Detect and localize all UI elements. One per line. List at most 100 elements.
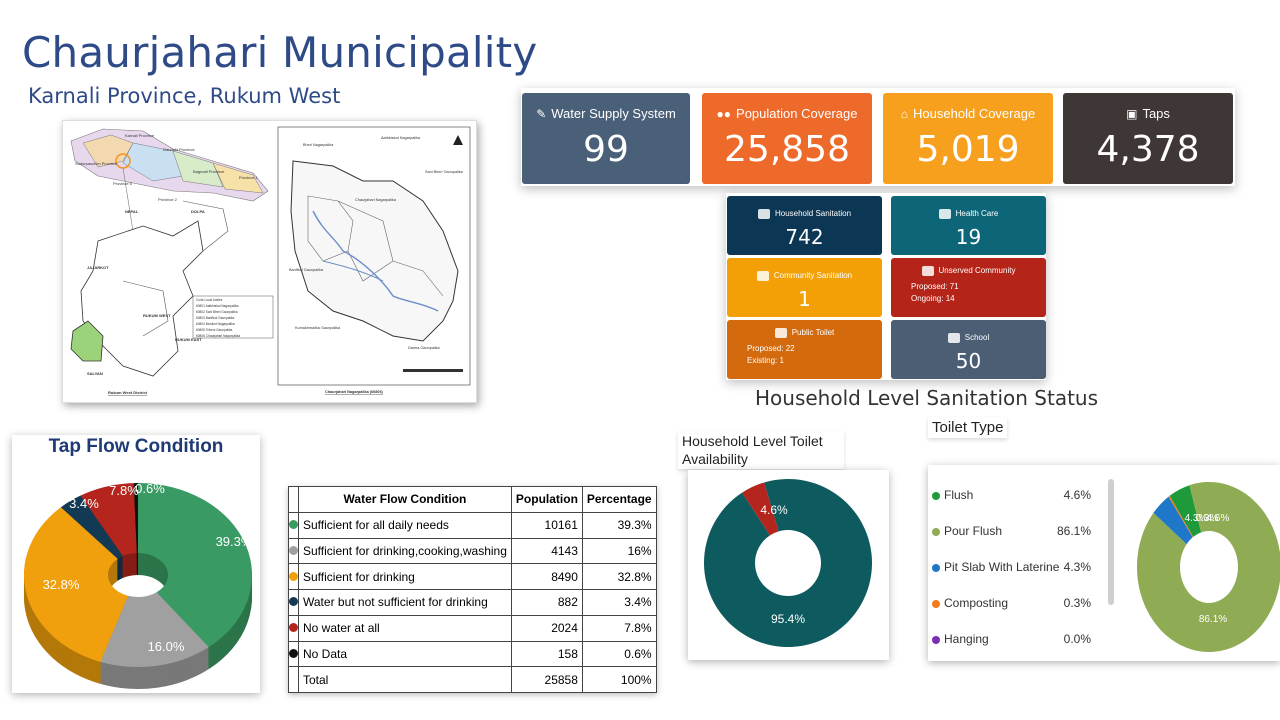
table-total-row: Total 25858 100% [288, 666, 657, 693]
svg-text:Gandaki Province: Gandaki Province [163, 147, 195, 152]
card-label: Unserved Community [938, 266, 1016, 276]
kpi-household[interactable]: ⌂ Household Coverage 5,019 [883, 93, 1053, 184]
card-unserved-community[interactable]: Unserved Community Proposed: 71 Ongoing:… [891, 258, 1046, 317]
data-label: 39.3% [216, 534, 253, 549]
card-value: 19 [955, 225, 982, 249]
slice-5 [133, 483, 138, 554]
table-row: Water but not sufficient for drinking 88… [288, 589, 657, 616]
table-cell-population: 4143 [510, 537, 583, 565]
card-household-sanitation[interactable]: Household Sanitation 742 [727, 196, 882, 255]
svg-text:Kumakhmalika Gaunpalika: Kumakhmalika Gaunpalika [295, 326, 341, 330]
kpi-population[interactable]: ●● Population Coverage 25,858 [702, 93, 872, 184]
toilet-availability-chart: 95.4% 4.6% [704, 479, 872, 647]
tap-flow-panel: Tap Flow Condition 39.3% 16.0% 32.8% 3.4% 7.… [12, 435, 260, 693]
table-row: Sufficient for drinking 8490 32.8% [288, 563, 657, 590]
page-title: Chaurjahari Municipality [22, 28, 538, 77]
svg-text:60805 Tribeni Gaunpalika: 60805 Tribeni Gaunpalika [196, 328, 233, 332]
svg-text:60806 Chaurjahari Nagarpalika: 60806 Chaurjahari Nagarpalika [196, 334, 240, 338]
card-public-toilet[interactable]: Public Toilet Proposed: 22 Existing: 1 [727, 320, 882, 379]
data-label: 4.6% [1207, 513, 1230, 524]
kpi-label: Water Supply System [551, 106, 676, 121]
kpi-label: Taps [1142, 106, 1170, 121]
slice-1 [100, 592, 209, 667]
card-label: School [964, 333, 990, 343]
kpi-taps[interactable]: ▣ Taps 4,378 [1063, 93, 1233, 184]
table-cell-population: 158 [510, 640, 583, 668]
toilet-type-label: Toilet Type [928, 417, 1008, 438]
table-cell-condition: Sufficient for drinking [298, 563, 512, 590]
table-cell-condition: Water but not sufficient for drinking [298, 589, 512, 616]
svg-text:Chaurjahari Nagarpalika: Chaurjahari Nagarpalika [355, 198, 397, 202]
legend-dot [289, 623, 298, 633]
community-sanitation-icon [756, 271, 769, 281]
legend-scrollbar[interactable] [1108, 479, 1114, 605]
card-school[interactable]: School 50 [891, 320, 1046, 379]
svg-text:Rukum West District: Rukum West District [108, 390, 148, 395]
slice-0 [704, 479, 872, 647]
legend-item[interactable]: Flush 4.6% [932, 488, 1097, 502]
table-cell-condition: Sufficient for all daily needs [298, 511, 512, 539]
kpi-water-supply[interactable]: ✎ Water Supply System 99 [522, 93, 690, 184]
table-cell-percentage: 100% [581, 666, 657, 693]
svg-text:Banfikot Gaunpalika: Banfikot Gaunpalika [289, 268, 324, 272]
table-row: No Data 158 0.6% [288, 640, 657, 668]
legend-value: 4.3% [1063, 560, 1091, 574]
svg-text:Code Local bodies: Code Local bodies [196, 298, 223, 302]
school-icon [947, 333, 960, 343]
card-health-care[interactable]: Health Care 19 [891, 196, 1046, 255]
users-icon: ●● [716, 107, 732, 121]
card-community-sanitation[interactable]: Community Sanitation 1 [727, 258, 882, 317]
legend-item[interactable]: Pit Slab With Laterine 4.3% [932, 560, 1097, 574]
legend-dot [932, 599, 940, 608]
card-value: 50 [955, 349, 982, 373]
table-cell-percentage: 3.4% [581, 589, 657, 616]
svg-text:60801 Aathbiskot Nagarpalika: 60801 Aathbiskot Nagarpalika [196, 304, 239, 308]
legend-value: 4.6% [1063, 488, 1091, 502]
legend-label: Flush [944, 488, 974, 502]
svg-text:Sani Bheri Gaunpalika: Sani Bheri Gaunpalika [425, 170, 464, 174]
slice-1 [1137, 482, 1280, 652]
slice-3 [1168, 495, 1194, 538]
table-cell-percentage: 0.6% [581, 640, 657, 668]
table-cell-condition: Sufficient for drinking,cooking,washing [298, 537, 512, 565]
data-label: 95.4% [771, 612, 805, 626]
legend-label: Hanging [944, 632, 989, 646]
svg-text:Province 1: Province 1 [239, 175, 259, 180]
kpi-value: 5,019 [916, 129, 1020, 170]
toilet-type-panel: Flush 4.6% Pour Flush 86.1% Pit Slab With La… [928, 465, 1280, 661]
card-label: Public Toilet [791, 328, 835, 338]
table-cell-population: 882 [510, 589, 583, 616]
svg-text:Aathbiskot Nagarpalika: Aathbiskot Nagarpalika [381, 136, 421, 140]
table-row: Sufficient for all daily needs 10161 39.… [288, 511, 657, 539]
legend-value: 0.3% [1063, 596, 1091, 610]
data-label: 32.8% [43, 577, 80, 592]
table-cell-percentage: 39.3% [581, 511, 657, 539]
kpi-value: 99 [583, 129, 629, 170]
legend-item[interactable]: Hanging 0.0% [932, 632, 1097, 646]
legend-value: 0.0% [1063, 632, 1091, 646]
municipality-map: Code Local bodies 60801 Aathbiskot Nagar… [62, 120, 477, 403]
slice-0 [138, 483, 253, 648]
card-proposed: Proposed: 22 [747, 344, 795, 353]
kpi-label: Population Coverage [736, 106, 858, 121]
slice-1 [742, 482, 779, 536]
table-cell-condition: Total [298, 666, 512, 693]
card-value: 742 [785, 225, 824, 249]
household-sanitation-icon [757, 209, 770, 219]
table-row: Sufficient for drinking,cooking,washing … [288, 537, 657, 565]
slice-3 [60, 495, 123, 559]
svg-text:60802 Sani Bheri Gaunpalika: 60802 Sani Bheri Gaunpalika [196, 310, 238, 314]
table-cell-condition: No water at all [298, 614, 512, 642]
data-label: 16.0% [148, 639, 185, 654]
toilet-availability-panel: 95.4% 4.6% [688, 470, 889, 660]
table-cell-condition: No Data [298, 640, 512, 668]
card-label: Community Sanitation [773, 271, 853, 281]
data-label: 0.3% [1196, 513, 1219, 524]
legend-dot [932, 563, 940, 572]
legend-dot [289, 597, 298, 607]
svg-text:NEPAL: NEPAL [125, 209, 139, 214]
card-existing: Existing: 1 [747, 356, 784, 365]
slice-2 [23, 507, 129, 662]
legend-item[interactable]: Pour Flush 86.1% [932, 524, 1097, 538]
legend-item[interactable]: Composting 0.3% [932, 596, 1097, 610]
